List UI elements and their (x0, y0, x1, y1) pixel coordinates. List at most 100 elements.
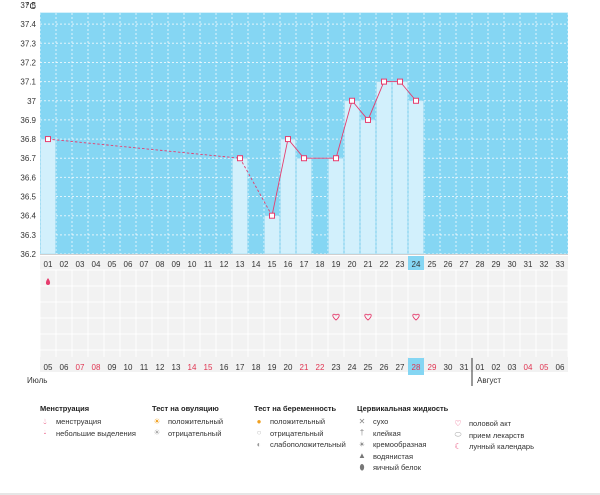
legend-item-intercourse: ♡ половой акт (453, 418, 534, 430)
cycle-day-label: 27 (460, 260, 469, 269)
temperature-bar (408, 100, 424, 255)
calendar-date-label: 26 (380, 363, 389, 372)
calendar-date-label: 18 (252, 363, 261, 372)
legend-group-other: ♡ половой акт ⬭ прием лекарств ☾ лунный … (453, 418, 534, 453)
legend-group-ovulation-test: Тест на овуляцию ☀ положительный ☀ отриц… (152, 404, 223, 439)
temperature-bar (296, 157, 312, 255)
temperature-bar (344, 100, 360, 255)
legend-label: небольшие выделения (56, 428, 136, 438)
legend-item-pregnancy-weak: ◐ слабоположительный (254, 439, 346, 451)
calendar-date-label: 05 (44, 363, 53, 372)
temperature-point (413, 97, 419, 104)
legend-item-ovulation-positive: ☀ положительный (152, 416, 223, 428)
calendar-date-label: 01 (476, 363, 485, 372)
legend-item-pregnancy-positive: ● положительный (254, 416, 346, 428)
calendar-date-label: 11 (140, 363, 149, 372)
month-label: Июль (27, 376, 47, 385)
cycle-day-label: 10 (188, 260, 197, 269)
calendar-date-label: 07 (76, 363, 85, 372)
cycle-day-label: 16 (284, 260, 293, 269)
legend-item-pregnancy-negative: ○ отрицательный (254, 428, 346, 440)
calendar-date-label: 21 (300, 363, 309, 372)
temperature-line-segment (367, 81, 385, 121)
test-weak-icon: ◐ (256, 439, 262, 449)
drop-icon: 💧︎ (43, 416, 47, 426)
legend-item-watery: ▲ водянистая (357, 451, 448, 463)
cross-icon: ✕ (358, 416, 366, 426)
calendar-date-label: 14 (188, 363, 197, 372)
bottom-rule (0, 493, 600, 495)
calendar-date-label: 05 (540, 363, 549, 372)
temperature-line-segment (335, 100, 353, 159)
test-positive-icon: ● (256, 416, 262, 426)
calendar-date-label: 16 (220, 363, 229, 372)
temperature-point (365, 116, 371, 123)
temperature-chart-svg: 37.5 37.4 37.3 37.2 37.1 37 36.9 36.8 36.7 36.6 36… (20, 1, 569, 386)
heart-icon (332, 313, 340, 321)
temperature-bar (328, 157, 344, 255)
temperature-point (269, 212, 275, 219)
calendar-date-label: 19 (268, 363, 277, 372)
calendar-date-label: 29 (428, 363, 437, 372)
temperature-line-segment (287, 138, 305, 159)
temperature-line-segment (399, 81, 417, 102)
x-axis-line (40, 254, 568, 255)
calendar-date-label: 13 (172, 363, 181, 372)
temperature-point (349, 97, 355, 104)
legend-label: кремообразная (373, 440, 427, 450)
legend-label: прием лекарств (469, 430, 525, 440)
month-label: Август (477, 376, 501, 385)
legend-label: сухо (373, 417, 389, 427)
legend-item-dry: ✕ сухо (357, 416, 448, 428)
y-tick-label: 37.4 (20, 20, 36, 29)
legend-title: Тест на овуляцию (152, 404, 219, 413)
calendar-date-label: 09 (108, 363, 117, 372)
legend-item-creamy: ✴ кремообразная (357, 439, 448, 451)
y-tick-label: 36.4 (20, 212, 36, 221)
temperature-line-segment (239, 158, 273, 216)
legend-label: яичный белок (373, 463, 422, 473)
temperature-point (237, 155, 243, 162)
moon-icon: ☾ (454, 441, 462, 451)
cycle-day-label: 17 (300, 260, 309, 269)
y-tick-label: 37.5 (20, 1, 36, 10)
temperature-point (285, 136, 291, 143)
cycle-day-label: 28 (476, 260, 485, 269)
legend-item-spotting: 💧︎ небольшие выделения (40, 428, 136, 440)
calendar-date-label: 17 (236, 363, 245, 372)
legend-item-medication: ⬭ прием лекарств (453, 430, 534, 442)
calendar-date-label: 22 (316, 363, 325, 372)
temperature-line-segment (351, 100, 369, 121)
legend-label: лунный календарь (469, 442, 535, 452)
calendar-date-label: 06 (60, 363, 69, 372)
legend-group-menstruation: Менструация 💧︎ менструация 💧︎ небольшие … (40, 404, 136, 439)
calendar-date-label: 27 (396, 363, 405, 372)
marker-rows-area (40, 256, 568, 372)
cycle-day-label: 18 (316, 260, 325, 269)
cycle-day-label: 23 (396, 260, 405, 269)
cycle-day-label: 13 (236, 260, 245, 269)
legend-title: Цервикальная жидкость (357, 404, 449, 413)
cycle-day-label: 07 (140, 260, 149, 269)
calendar-date-label: 03 (508, 363, 517, 372)
cycle-day-label: 02 (60, 260, 69, 269)
cycle-day-label: 30 (508, 260, 517, 269)
temperature-bar (360, 119, 376, 255)
today-highlight-bottom (408, 358, 424, 375)
cycle-day-label: 14 (252, 260, 261, 269)
cycle-day-label: 08 (156, 260, 165, 269)
y-tick-label: 37 (27, 97, 36, 106)
cycle-day-label: 11 (204, 260, 213, 269)
legend-item-eggwhite: ⬮ яичный белок (357, 462, 448, 474)
cycle-day-label: 29 (492, 260, 501, 269)
y-tick-label: 36.5 (20, 193, 36, 202)
legend-label: клейкая (373, 428, 401, 438)
calendar-date-label: 15 (204, 363, 213, 372)
calendar-date-label: 28 (412, 363, 421, 372)
cycle-day-label: 24 (412, 260, 421, 269)
cycle-day-label: 15 (268, 260, 277, 269)
plot-top-band (40, 5, 568, 13)
legend-item-menstruation: 💧︎ менструация (40, 416, 136, 428)
calendar-date-label: 12 (156, 363, 165, 372)
legend-label: половой акт (469, 419, 512, 429)
